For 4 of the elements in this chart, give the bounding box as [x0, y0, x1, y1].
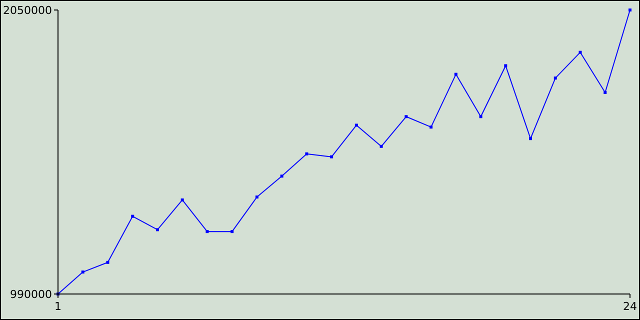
x-tick-label: 24: [623, 300, 637, 313]
y-tick-label: 990000: [10, 288, 52, 301]
x-tick-label: 1: [54, 300, 62, 313]
y-tick-label: 2050000: [3, 4, 52, 17]
